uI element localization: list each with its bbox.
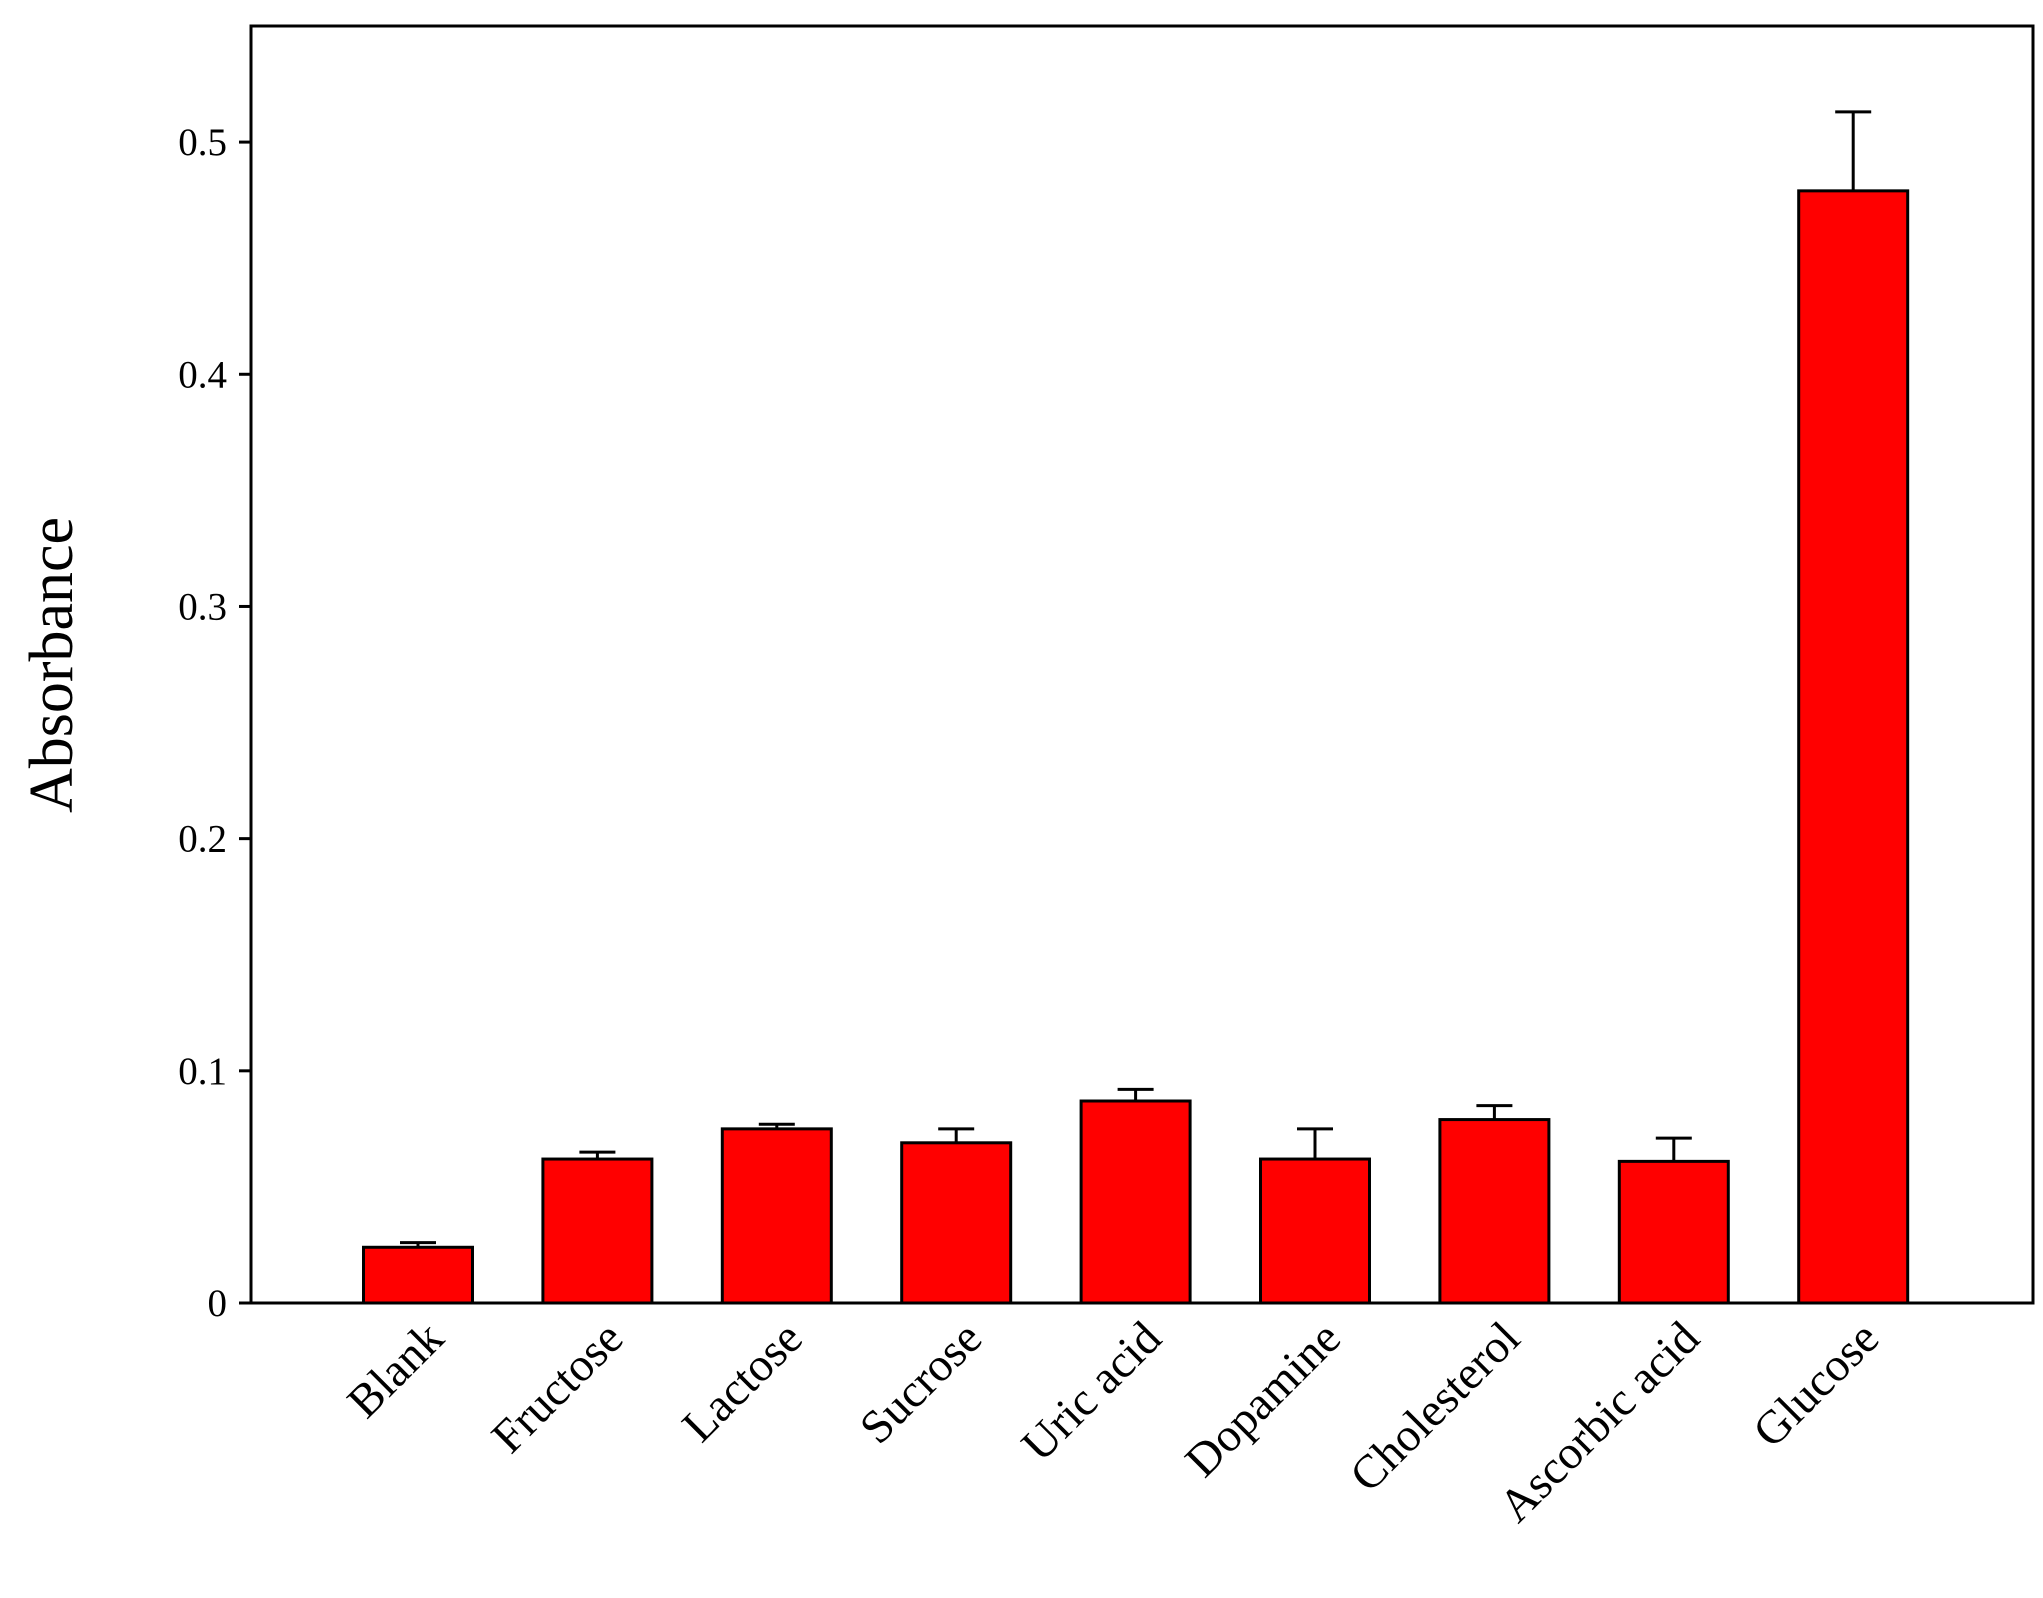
x-tick-label: Cholesterol	[1340, 1312, 1530, 1502]
x-tick-label: Fructose	[482, 1312, 633, 1463]
y-tick-label: 0.4	[178, 353, 227, 396]
bar	[1438, 1118, 1551, 1305]
bar	[1617, 1159, 1730, 1305]
bar	[1259, 1157, 1371, 1305]
bar	[362, 1245, 474, 1305]
bar	[900, 1141, 1013, 1305]
bar	[1797, 189, 1910, 1305]
x-tick-label: Uric acid	[1012, 1312, 1171, 1471]
y-tick-label: 0.1	[178, 1050, 227, 1093]
bar	[720, 1127, 833, 1305]
x-tick-label: Lactose	[672, 1312, 812, 1452]
y-axis-label: Absorbance	[18, 517, 86, 813]
y-tick-label: 0.3	[178, 585, 227, 628]
x-tick-label: Blank	[338, 1312, 455, 1429]
y-tick-label: 0.5	[178, 121, 227, 164]
x-tick-label: Sucrose	[850, 1312, 992, 1454]
y-tick-label: 0	[208, 1282, 228, 1325]
bar	[541, 1157, 654, 1305]
bar	[1079, 1099, 1192, 1305]
x-tick-label: Glucose	[1743, 1312, 1889, 1458]
y-tick-label: 0.2	[178, 818, 227, 861]
x-tick-label: Dopamine	[1176, 1312, 1351, 1487]
